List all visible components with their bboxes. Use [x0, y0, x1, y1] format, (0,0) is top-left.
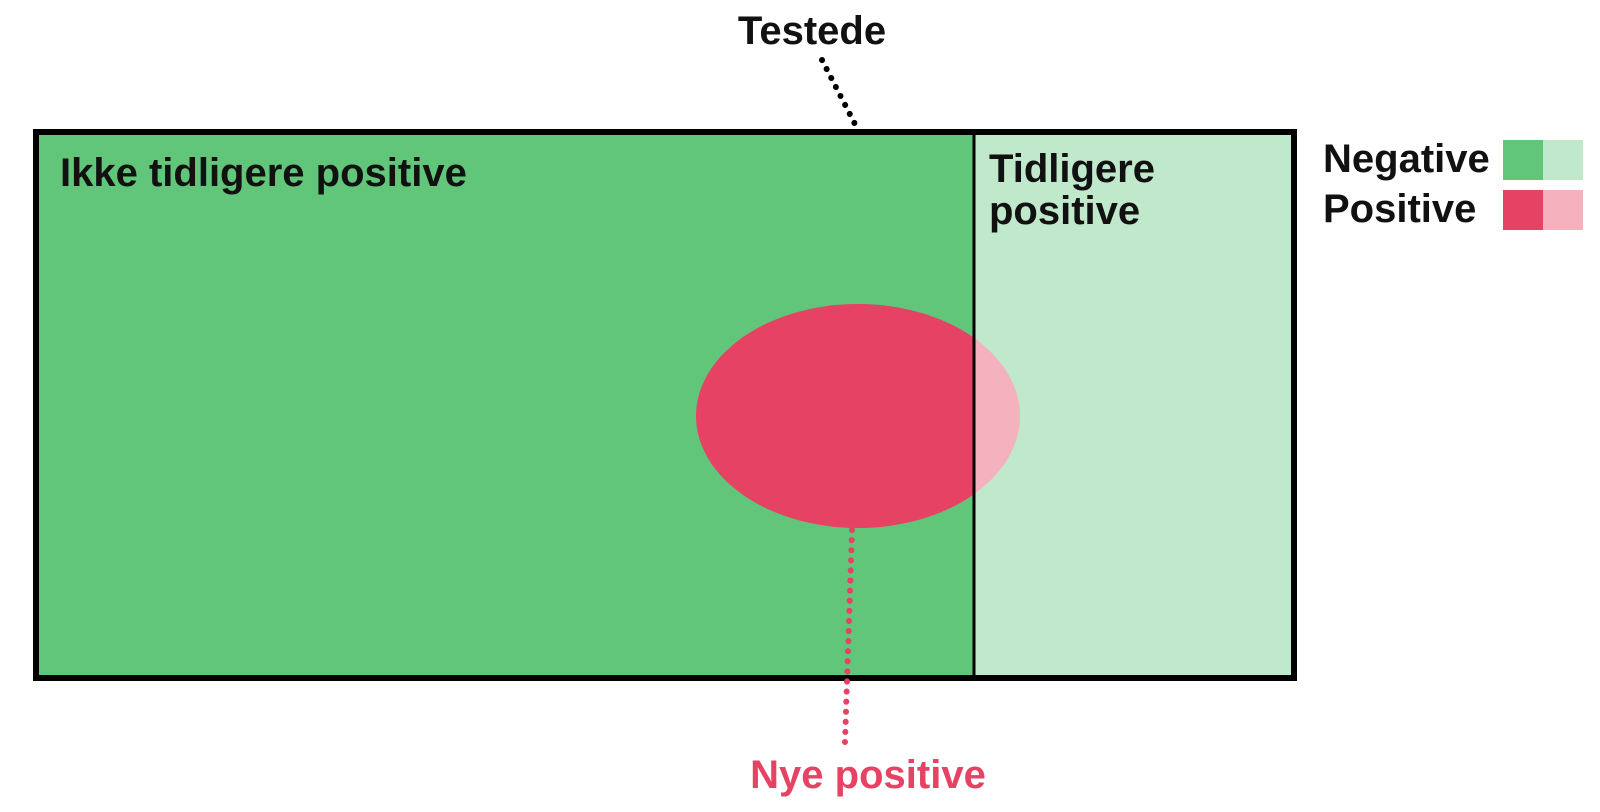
- previously-positive-region: [974, 132, 1294, 678]
- legend-positive-swatch: [1503, 190, 1543, 230]
- new-positive-label: Nye positive: [750, 753, 986, 797]
- tested-label: Testede: [738, 9, 886, 53]
- legend-negative-swatch: [1503, 140, 1543, 180]
- legend-positive-label: Positive: [1323, 187, 1476, 231]
- previously-positive-label-line2: positive: [989, 189, 1140, 233]
- legend-positive-light-swatch: [1543, 190, 1583, 230]
- legend-negative-label: Negative: [1323, 137, 1490, 181]
- not-previously-positive-label: Ikke tidligere positive: [60, 151, 467, 195]
- legend-negative-light-swatch: [1543, 140, 1583, 180]
- new-positive-ellipse: [696, 304, 974, 528]
- previously-positive-label-line1: Tidligere: [989, 147, 1155, 191]
- tested-outline: [33, 129, 1297, 681]
- tested-leader-line: [819, 57, 861, 133]
- new-positive-ellipse-previous-part: [974, 337, 1020, 495]
